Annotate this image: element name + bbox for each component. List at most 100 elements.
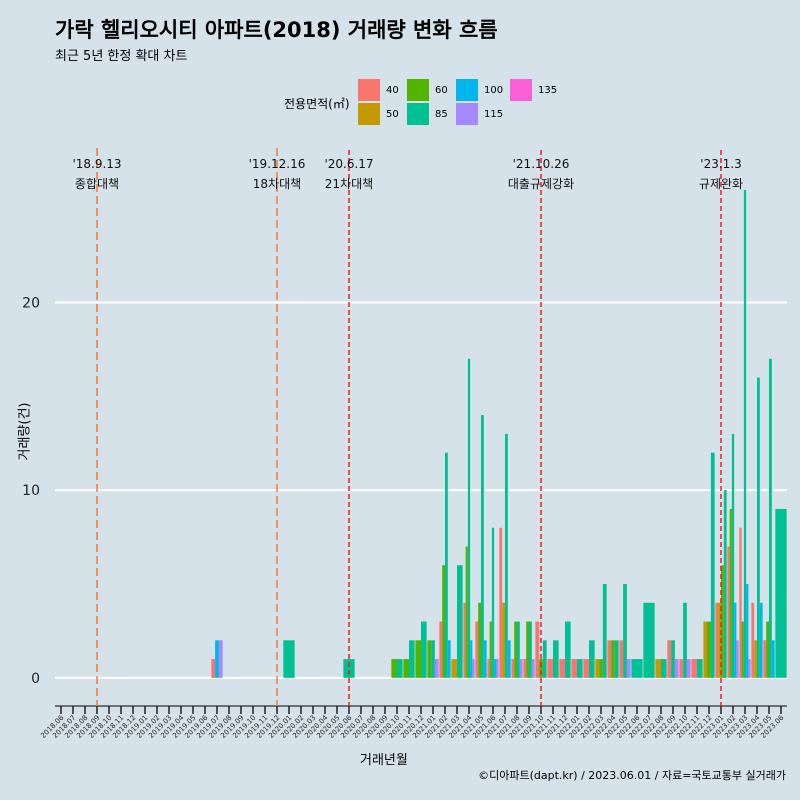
bar-40-2021.02 — [439, 621, 443, 678]
bar-100-2021.02 — [447, 640, 451, 678]
bar-50-2022.08 — [655, 659, 661, 678]
bar-100-2023.02 — [734, 602, 737, 678]
bar-40-2022.04 — [607, 640, 612, 678]
bar-60-2023.05 — [766, 621, 769, 678]
bar-85-2022.04 — [614, 640, 619, 678]
bar-85-2020.06 — [343, 659, 355, 678]
bar-115-2021.09 — [531, 659, 535, 678]
legend-item-100: 100 — [456, 79, 503, 101]
bar-100-2023.03 — [746, 584, 749, 678]
event-date: '19.12.16 — [249, 157, 306, 171]
bar-60-2022.03 — [599, 659, 603, 678]
bar-100-2019.07 — [215, 640, 219, 678]
legend-label: 40 — [386, 84, 399, 96]
event-date: '18.9.13 — [72, 157, 121, 171]
bar-60-2021.04 — [465, 546, 468, 678]
bar-60-2021.01 — [427, 640, 432, 678]
legend-item-60: 60 — [407, 79, 448, 101]
bar-115-2019.07 — [218, 640, 223, 678]
bar-85-2021.09 — [529, 621, 532, 678]
bar-50-2023.01 — [718, 602, 721, 678]
bar-115-2021.04 — [472, 659, 475, 678]
bar-115-2021.08 — [519, 659, 523, 678]
legend-item-85: 85 — [407, 103, 448, 125]
bar-85-2021.06 — [491, 527, 495, 678]
bar-40-2021.04 — [463, 602, 466, 678]
legend-title: 전용면적(㎡) — [284, 97, 350, 111]
bar-50-2021.07 — [502, 602, 505, 678]
bar-60-2021.06 — [489, 621, 492, 678]
x-axis-label: 거래년월 — [360, 753, 408, 768]
bar-85-2022.10 — [683, 602, 687, 678]
bar-85-2022.06 — [631, 659, 643, 678]
bar-85-2022.03 — [602, 584, 607, 678]
legend-swatch — [510, 79, 532, 101]
legend-swatch — [456, 103, 478, 125]
bar-115-2023.03 — [748, 659, 751, 678]
legend-label: 135 — [538, 84, 558, 96]
bar-85-2020.12 — [421, 621, 427, 678]
bar-40-2019.07 — [211, 659, 216, 678]
bar-40-2022.10 — [679, 659, 684, 678]
bar-85-2021.07 — [505, 433, 508, 678]
bar-40-2021.08 — [511, 659, 515, 678]
bar-85-2022.11 — [697, 659, 703, 678]
bar-115-2021.01 — [434, 659, 439, 678]
y-axis-label: 거래량(건) — [17, 402, 33, 461]
bar-85-2021.01 — [431, 640, 435, 678]
legend-item-135: 135 — [510, 79, 557, 101]
bar-85-2023.03 — [743, 189, 747, 678]
bar-60-2021.10 — [539, 659, 543, 678]
bar-60-2023.03 — [741, 621, 744, 678]
bar-60-2022.04 — [611, 640, 615, 678]
bar-60-2020.10 — [391, 659, 397, 678]
bar-40-2022.01 — [571, 659, 577, 678]
bar-85-2021.08 — [517, 621, 520, 678]
bar-115-2022.10 — [686, 659, 691, 678]
bar-85-2021.05 — [481, 415, 484, 678]
event-label: 18차대책 — [253, 176, 301, 191]
bar-40-2021.10 — [535, 621, 540, 678]
legend-item-40: 40 — [358, 79, 399, 101]
bar-60-2023.01 — [721, 565, 724, 678]
bar-85-2021.12 — [565, 621, 571, 678]
legend-swatch — [407, 79, 429, 101]
source-caption: ©디아파트(dapt.kr) / 2023.06.01 / 자료=국토교통부 실… — [478, 769, 786, 782]
bar-40-2023.05 — [763, 640, 767, 678]
bar-60-2022.12 — [707, 621, 711, 678]
event-date: '20.6.17 — [324, 157, 373, 171]
legend-label: 100 — [484, 84, 504, 96]
bar-115-2023.02 — [736, 640, 739, 678]
bar-50-2022.03 — [595, 659, 600, 678]
bar-100-2021.06 — [494, 659, 497, 678]
bar-85-2021.10 — [542, 640, 547, 678]
bar-85-2022.01 — [577, 659, 583, 678]
bar-115-2022.05 — [626, 659, 631, 678]
bar-40-2021.05 — [475, 621, 479, 678]
bar-85-2023.01 — [723, 490, 727, 678]
bar-40-2021.11 — [547, 659, 553, 678]
bar-85-2021.02 — [445, 452, 448, 678]
bar-85-2020.11 — [409, 640, 415, 678]
bar-50-2023.04 — [754, 640, 757, 678]
bar-115-2022.09 — [674, 659, 679, 678]
event-date: '23.1.3 — [700, 157, 741, 171]
y-tick-label: 0 — [31, 671, 40, 687]
bar-60-2021.08 — [514, 621, 517, 678]
bar-40-2023.04 — [751, 602, 755, 678]
bar-85-2021.11 — [553, 640, 559, 678]
legend-label: 60 — [435, 84, 448, 96]
bar-115-2021.06 — [496, 659, 499, 678]
bar-85-2021.04 — [467, 358, 471, 678]
bar-60-2021.05 — [478, 602, 481, 678]
bar-40-2022.09 — [667, 640, 672, 678]
bar-85-2022.02 — [589, 640, 595, 678]
legend-swatch — [358, 103, 380, 125]
bar-85-2022.05 — [623, 584, 627, 678]
bar-85-2023.05 — [769, 358, 772, 678]
bar-100-2021.04 — [470, 640, 473, 678]
bar-40-2023.01 — [715, 602, 719, 678]
bar-100-2023.05 — [771, 640, 775, 678]
legend-swatch — [407, 103, 429, 125]
